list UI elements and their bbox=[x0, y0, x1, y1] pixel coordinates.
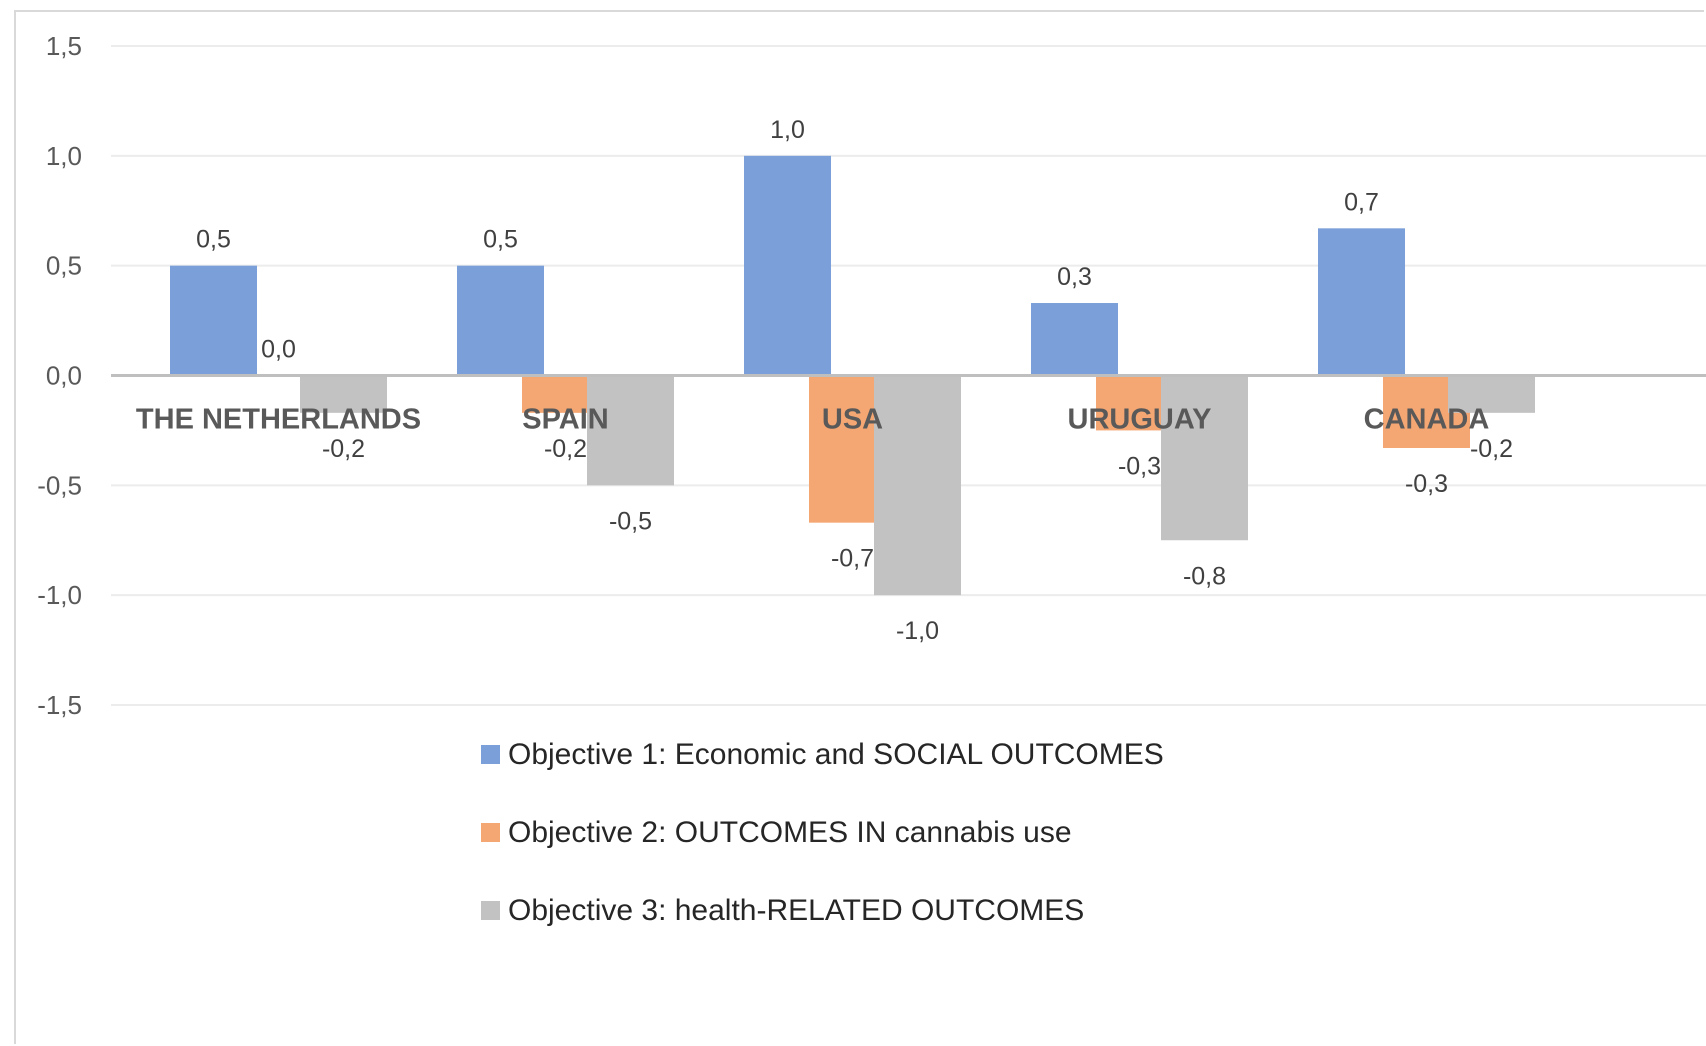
bar-series-3-4 bbox=[1448, 375, 1535, 413]
data-label-series-3-4: -0,2 bbox=[1470, 435, 1513, 463]
data-label-series-3-3: -0,8 bbox=[1183, 562, 1226, 590]
data-label-series-2-1: -0,2 bbox=[544, 435, 587, 463]
data-label-series-3-1: -0,5 bbox=[609, 507, 652, 535]
data-label-series-2-2: -0,7 bbox=[831, 545, 874, 573]
legend-label-2: Objective 2: OUTCOMES IN cannabis use bbox=[508, 816, 1072, 849]
chart-frame: 1,5 1,0 0,5 0,0 -0,5 -1,0 -1,5 THE NETHERLANDS… bbox=[14, 10, 1706, 1044]
data-label-series-1-3: 0,3 bbox=[1057, 263, 1092, 291]
bar-series-1-4 bbox=[1318, 228, 1405, 376]
data-label-series-1-2: 1,0 bbox=[770, 116, 805, 144]
legend-swatch-3 bbox=[481, 901, 500, 920]
y-tick-label: 0,0 bbox=[46, 361, 82, 391]
y-tick-label: -1,5 bbox=[37, 690, 82, 720]
y-tick-label: -1,0 bbox=[37, 580, 82, 610]
legend-label-3: Objective 3: health-RELATED OUTCOMES bbox=[508, 894, 1084, 927]
bar-chart: 1,5 1,0 0,5 0,0 -0,5 -1,0 -1,5 THE NETHERLANDS… bbox=[37, 31, 1706, 927]
bar-series-3-0 bbox=[300, 375, 387, 413]
category-labels: THE NETHERLANDS SPAIN USA URUGUAY CANADA bbox=[136, 404, 1489, 436]
data-label-series-2-0: 0,0 bbox=[261, 336, 296, 364]
data-labels: 0,50,0-0,20,5-0,2-0,51,0-0,7-1,00,3-0,3-… bbox=[196, 116, 1513, 645]
bar-series-1-3 bbox=[1031, 303, 1118, 376]
category-label-3: URUGUAY bbox=[1068, 404, 1212, 436]
bar-series-1-0 bbox=[170, 265, 257, 376]
category-label-4: CANADA bbox=[1364, 404, 1490, 436]
data-label-series-3-0: -0,2 bbox=[322, 435, 365, 463]
category-label-2: USA bbox=[822, 404, 883, 436]
y-tick-label: -0,5 bbox=[37, 470, 82, 500]
legend-label-1: Objective 1: Economic and SOCIAL OUTCOME… bbox=[508, 738, 1164, 771]
data-label-series-2-3: -0,3 bbox=[1118, 452, 1161, 480]
data-label-series-2-4: -0,3 bbox=[1405, 470, 1448, 498]
legend: Objective 1: Economic and SOCIAL OUTCOME… bbox=[481, 738, 1164, 927]
bar-series-1-2 bbox=[744, 155, 831, 376]
legend-swatch-1 bbox=[481, 745, 500, 764]
data-label-series-1-4: 0,7 bbox=[1344, 188, 1379, 216]
y-tick-label: 1,0 bbox=[46, 141, 82, 171]
category-label-1: SPAIN bbox=[522, 404, 608, 436]
bars bbox=[170, 155, 1535, 596]
y-tick-label: 1,5 bbox=[46, 31, 82, 61]
data-label-series-3-2: -1,0 bbox=[896, 617, 939, 645]
bar-series-1-1 bbox=[457, 265, 544, 376]
bar-series-3-1 bbox=[587, 375, 674, 486]
data-label-series-1-0: 0,5 bbox=[196, 226, 231, 254]
category-label-0: THE NETHERLANDS bbox=[136, 404, 421, 436]
bar-series-3-3 bbox=[1161, 375, 1248, 541]
data-label-series-1-1: 0,5 bbox=[483, 226, 518, 254]
y-tick-label: 0,5 bbox=[46, 251, 82, 281]
legend-swatch-2 bbox=[481, 823, 500, 842]
bar-series-3-2 bbox=[874, 375, 961, 596]
y-axis-ticks: 1,5 1,0 0,5 0,0 -0,5 -1,0 -1,5 bbox=[37, 31, 82, 720]
